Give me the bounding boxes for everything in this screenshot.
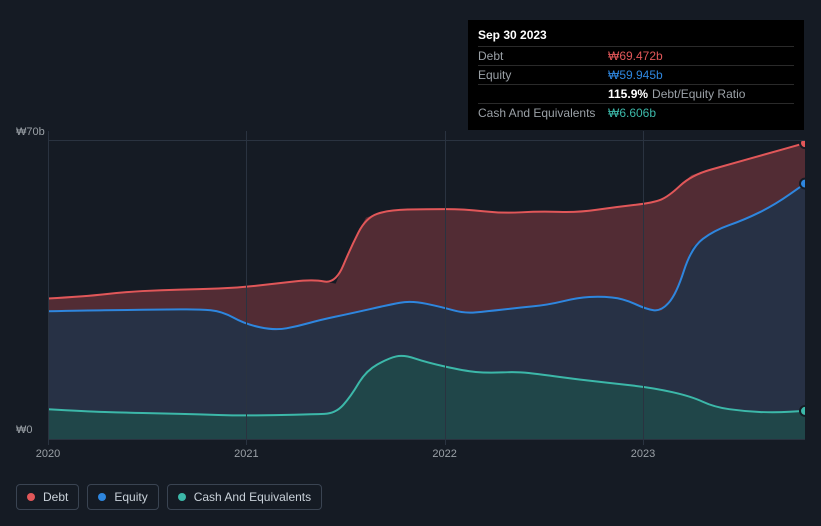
tooltip-row-label: Cash And Equivalents: [478, 106, 608, 120]
tooltip-row-value: ₩59.945b: [608, 68, 663, 82]
y-axis-label-top: ₩70b: [16, 126, 45, 138]
legend-label: Debt: [43, 490, 68, 504]
tooltip-row-label: [478, 87, 608, 101]
x-axis-tick: 2021: [234, 448, 258, 460]
chart-legend: Debt Equity Cash And Equivalents: [16, 484, 322, 510]
gridline-vertical: [246, 131, 247, 445]
legend-item[interactable]: Equity: [87, 484, 158, 510]
chart-plot-area[interactable]: [48, 140, 805, 440]
tooltip-row-value: 115.9%: [608, 87, 648, 101]
gridline-vertical: [48, 131, 49, 445]
gridline-vertical: [445, 131, 446, 445]
tooltip-rows: Debt₩69.472bEquity₩59.945b115.9%Debt/Equ…: [478, 46, 794, 122]
x-axis-tick: 2023: [631, 448, 655, 460]
legend-dot-icon: [27, 493, 35, 501]
legend-item[interactable]: Debt: [16, 484, 79, 510]
x-axis-tick: 2020: [36, 448, 60, 460]
tooltip-row: 115.9% Debt/Equity Ratio: [478, 84, 794, 103]
tooltip-row-extra: Debt/Equity Ratio: [652, 87, 745, 101]
legend-label: Cash And Equivalents: [194, 490, 311, 504]
legend-dot-icon: [98, 493, 106, 501]
tooltip-row-label: Equity: [478, 68, 608, 82]
chart-svg: [48, 141, 805, 439]
y-axis-label-bottom: ₩0: [16, 424, 33, 436]
legend-item[interactable]: Cash And Equivalents: [167, 484, 322, 510]
tooltip-row-value: ₩6.606b: [608, 106, 656, 120]
tooltip-row: Cash And Equivalents₩6.606b: [478, 103, 794, 122]
x-axis-tick: 2022: [432, 448, 456, 460]
legend-label: Equity: [114, 490, 147, 504]
tooltip-row-value: ₩69.472b: [608, 49, 663, 63]
tooltip-date: Sep 30 2023: [478, 28, 794, 42]
tooltip-row: Debt₩69.472b: [478, 46, 794, 65]
chart-tooltip: Sep 30 2023 Debt₩69.472bEquity₩59.945b11…: [468, 20, 804, 130]
gridline-vertical: [643, 131, 644, 445]
tooltip-row-label: Debt: [478, 49, 608, 63]
legend-dot-icon: [178, 493, 186, 501]
tooltip-row: Equity₩59.945b: [478, 65, 794, 84]
x-axis: 2020202120222023: [48, 448, 805, 466]
